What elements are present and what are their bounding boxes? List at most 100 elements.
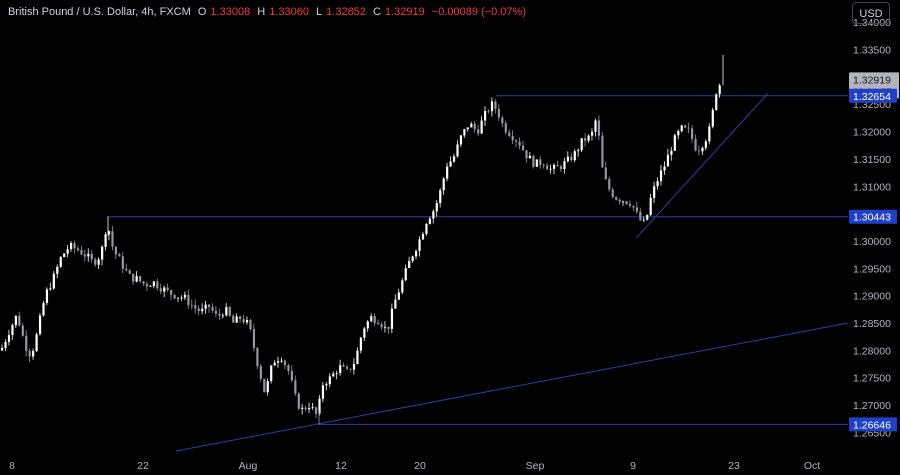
open-label: O: [197, 6, 207, 18]
close-value: 1.32919: [384, 6, 425, 18]
candle-body: [204, 304, 207, 309]
candle-body: [501, 117, 504, 124]
candle-body: [649, 197, 652, 215]
x-tick-label: 12: [335, 460, 347, 472]
candle-body: [87, 253, 90, 257]
candle-body: [580, 138, 583, 151]
candle-body: [518, 141, 521, 146]
y-tick-label: 1.28000: [853, 345, 891, 357]
candle-body: [301, 407, 304, 409]
candle-body: [515, 140, 518, 142]
x-tick-label: Sep: [526, 460, 545, 472]
candle-body: [66, 249, 69, 254]
candle-body: [49, 288, 52, 290]
candle-body: [359, 337, 362, 351]
x-tick-label: 9: [630, 460, 636, 472]
candle-body: [45, 289, 49, 303]
candle-body: [632, 205, 635, 208]
candle-body: [415, 250, 418, 257]
trendline-lower: [175, 322, 849, 452]
candle-body: [83, 254, 86, 257]
candle-body: [118, 254, 121, 257]
candle-body: [508, 132, 511, 136]
candle-body: [149, 286, 152, 287]
close-label: C: [372, 6, 381, 18]
candle-body: [287, 365, 290, 371]
candle-body: [704, 141, 707, 148]
candle-body: [670, 150, 673, 155]
candle-body: [318, 398, 321, 414]
level-price-label: 1.30443: [853, 212, 891, 224]
candle-body: [201, 308, 204, 312]
candle-body: [718, 85, 721, 95]
candle-body: [142, 281, 145, 284]
candle-body: [294, 380, 297, 394]
candle-body: [656, 181, 659, 187]
candle-body: [101, 246, 104, 260]
candle-body: [459, 135, 463, 145]
candle-body: [159, 288, 162, 292]
candle-body: [701, 147, 704, 152]
candle-body: [176, 297, 180, 299]
candle-body: [673, 135, 676, 151]
candle-body: [239, 316, 242, 320]
candle-body: [373, 316, 376, 324]
candle-body: [639, 211, 642, 221]
candle-body: [190, 305, 193, 306]
candle-body: [504, 123, 507, 133]
candle-body: [221, 315, 224, 317]
candle-body: [456, 144, 459, 157]
candle-body: [94, 259, 97, 265]
y-tick-label: 1.27500: [853, 373, 891, 385]
candle-body: [401, 280, 404, 293]
candle-body: [245, 320, 249, 323]
candle-body: [197, 308, 200, 312]
candle-body: [546, 165, 549, 170]
candle-body: [259, 366, 262, 379]
candle-body: [559, 166, 563, 170]
trendline-upper: [635, 92, 769, 239]
candle-body: [539, 159, 542, 165]
candle-body: [622, 201, 625, 203]
candle-body: [132, 273, 135, 282]
candle-body: [452, 156, 456, 162]
candle-body: [11, 325, 14, 336]
candle-body: [484, 111, 487, 121]
y-tick-label: 1.28500: [853, 318, 891, 330]
candle-body: [156, 281, 159, 289]
candle-body: [135, 276, 138, 282]
candle-body: [497, 108, 500, 118]
x-tick-label: 8: [9, 460, 15, 472]
candle-body: [170, 290, 173, 295]
symbol-title: British Pound / U.S. Dollar, 4h, FXCM: [8, 6, 191, 18]
candle-body: [404, 268, 407, 281]
currency-button[interactable]: USD: [852, 2, 890, 24]
candle-body: [145, 283, 149, 287]
candle-body: [25, 335, 28, 351]
candle-body: [542, 164, 545, 166]
x-tick-label: 22: [137, 460, 149, 472]
candle-body: [677, 131, 680, 136]
low-value: 1.32852: [326, 6, 366, 18]
candle-body: [297, 393, 300, 409]
candle-body: [304, 407, 307, 410]
candle-body: [107, 231, 111, 235]
y-tick-label: 1.31000: [853, 181, 891, 193]
candle-body: [321, 385, 325, 399]
candle-body: [18, 315, 21, 326]
open-value: 1.33008: [210, 6, 251, 18]
candle-body: [439, 190, 442, 204]
candle-body: [232, 315, 235, 323]
candle-body: [325, 384, 328, 386]
candle-body: [228, 307, 231, 316]
candle-body: [42, 302, 45, 316]
candle-body: [35, 334, 38, 352]
candle-body: [425, 223, 428, 234]
candle-body: [383, 326, 387, 328]
candle-body: [194, 305, 197, 309]
candle-body: [211, 307, 214, 311]
candle-body: [21, 325, 24, 336]
candle-body: [615, 197, 618, 200]
candle-body: [480, 120, 483, 134]
